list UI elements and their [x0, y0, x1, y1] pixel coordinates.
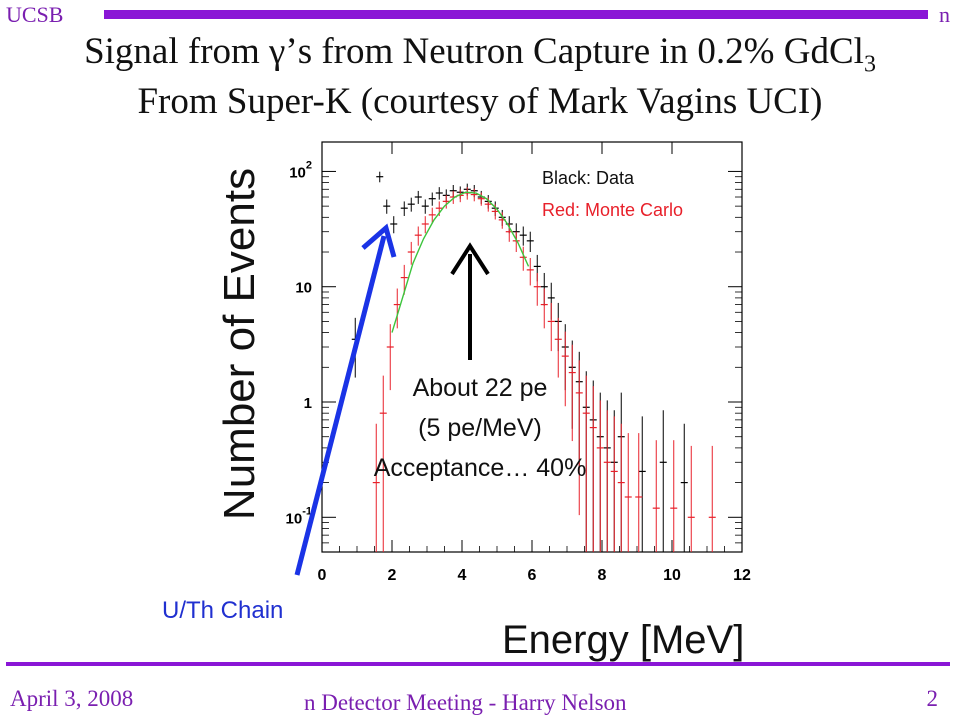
annotation-acceptance: Acceptance… 40% [373, 454, 587, 482]
x-tick-label: 0 [318, 567, 327, 584]
x-tick-label: 6 [528, 567, 537, 584]
uth-arrow-shaft [294, 235, 387, 576]
slide-title-line2: From Super-K (courtesy of Mark Vagins UC… [137, 81, 823, 122]
annotation-pe-rate: (5 pe/MeV) [418, 414, 542, 442]
legend-data: Black: Data [542, 168, 635, 188]
y-axis-label: Number of Events [215, 167, 264, 521]
y-tick-label: 1 [304, 395, 312, 412]
x-tick-label: 2 [388, 567, 397, 584]
x-axis-label: Energy [MeV] [502, 618, 745, 662]
footer-date: April 3, 2008 [10, 686, 134, 711]
slide-title-line1: Signal from γ’s from Neutron Capture in … [84, 31, 876, 78]
y-tick-label: 102 [289, 159, 312, 181]
footer-center: n Detector Meeting - Harry Nelson [304, 690, 627, 715]
uth-chain-label: U/Th Chain [162, 597, 284, 624]
x-tick-label: 12 [733, 567, 751, 584]
y-tick-label: 10-1 [286, 505, 312, 527]
header-left: UCSB [6, 2, 64, 27]
x-tick-label: 10 [663, 567, 681, 584]
x-tick-label: 4 [458, 567, 467, 584]
x-tick-label: 8 [598, 567, 607, 584]
uth-arrow-head [361, 223, 397, 258]
peak-arrow-head [450, 242, 490, 276]
top-bar [104, 10, 928, 19]
annotation-pe: About 22 pe [412, 374, 548, 402]
y-tick-label: 10 [295, 280, 312, 297]
header-right: n [939, 2, 950, 27]
bottom-bar [6, 662, 950, 666]
fit-curve [391, 191, 530, 333]
legend-mc: Red: Monte Carlo [542, 200, 684, 220]
footer-page: 2 [926, 686, 939, 711]
